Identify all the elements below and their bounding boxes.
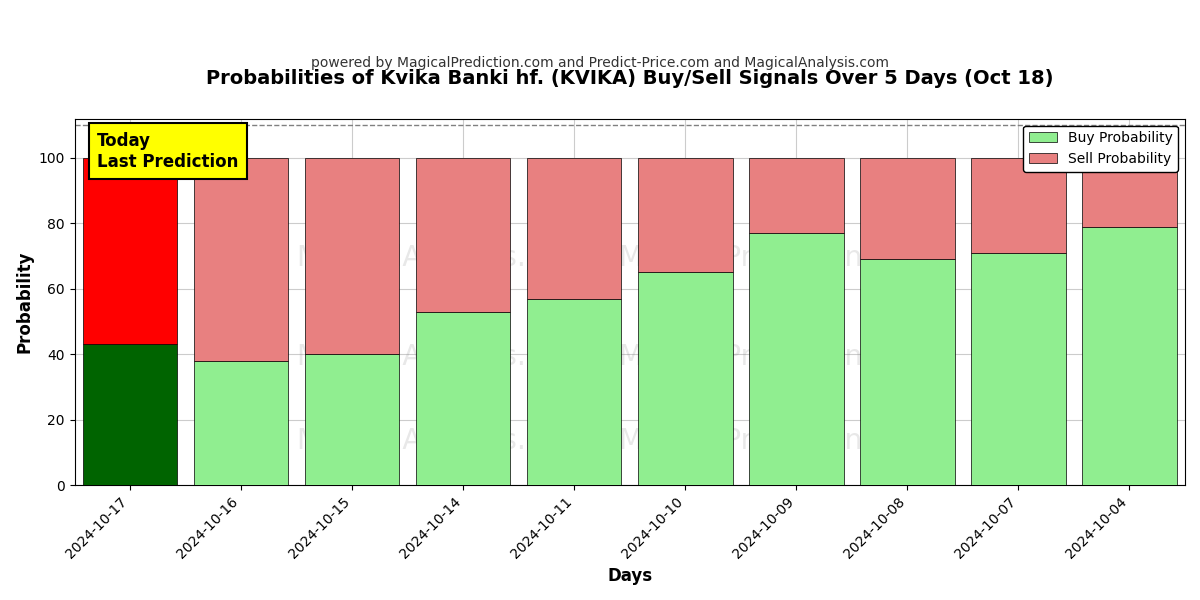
- Bar: [971, 253, 1066, 485]
- Bar: [971, 158, 1066, 253]
- X-axis label: Days: Days: [607, 567, 653, 585]
- Bar: [638, 272, 732, 485]
- Bar: [305, 354, 400, 485]
- Bar: [749, 158, 844, 233]
- Text: MagicalAnalysis.com: MagicalAnalysis.com: [296, 244, 586, 272]
- Text: MagicalAnalysis.com: MagicalAnalysis.com: [296, 343, 586, 371]
- Bar: [83, 344, 178, 485]
- Text: MagicalPrediction.com: MagicalPrediction.com: [618, 427, 930, 455]
- Bar: [860, 158, 955, 259]
- Bar: [638, 158, 732, 272]
- Text: MagicalPrediction.com: MagicalPrediction.com: [618, 244, 930, 272]
- Bar: [416, 158, 510, 312]
- Bar: [83, 158, 178, 344]
- Bar: [527, 158, 622, 299]
- Text: powered by MagicalPrediction.com and Predict-Price.com and MagicalAnalysis.com: powered by MagicalPrediction.com and Pre…: [311, 56, 889, 70]
- Bar: [860, 259, 955, 485]
- Title: Probabilities of Kvika Banki hf. (KVIKA) Buy/Sell Signals Over 5 Days (Oct 18): Probabilities of Kvika Banki hf. (KVIKA)…: [206, 69, 1054, 88]
- Y-axis label: Probability: Probability: [16, 251, 34, 353]
- Bar: [194, 158, 288, 361]
- Bar: [416, 312, 510, 485]
- Bar: [1082, 227, 1177, 485]
- Legend: Buy Probability, Sell Probability: Buy Probability, Sell Probability: [1024, 125, 1178, 172]
- Bar: [527, 299, 622, 485]
- Bar: [749, 233, 844, 485]
- Text: MagicalAnalysis.com: MagicalAnalysis.com: [296, 427, 586, 455]
- Text: Today
Last Prediction: Today Last Prediction: [97, 132, 239, 170]
- Bar: [1082, 158, 1177, 227]
- Text: MagicalPrediction.com: MagicalPrediction.com: [618, 343, 930, 371]
- Bar: [194, 361, 288, 485]
- Bar: [305, 158, 400, 354]
